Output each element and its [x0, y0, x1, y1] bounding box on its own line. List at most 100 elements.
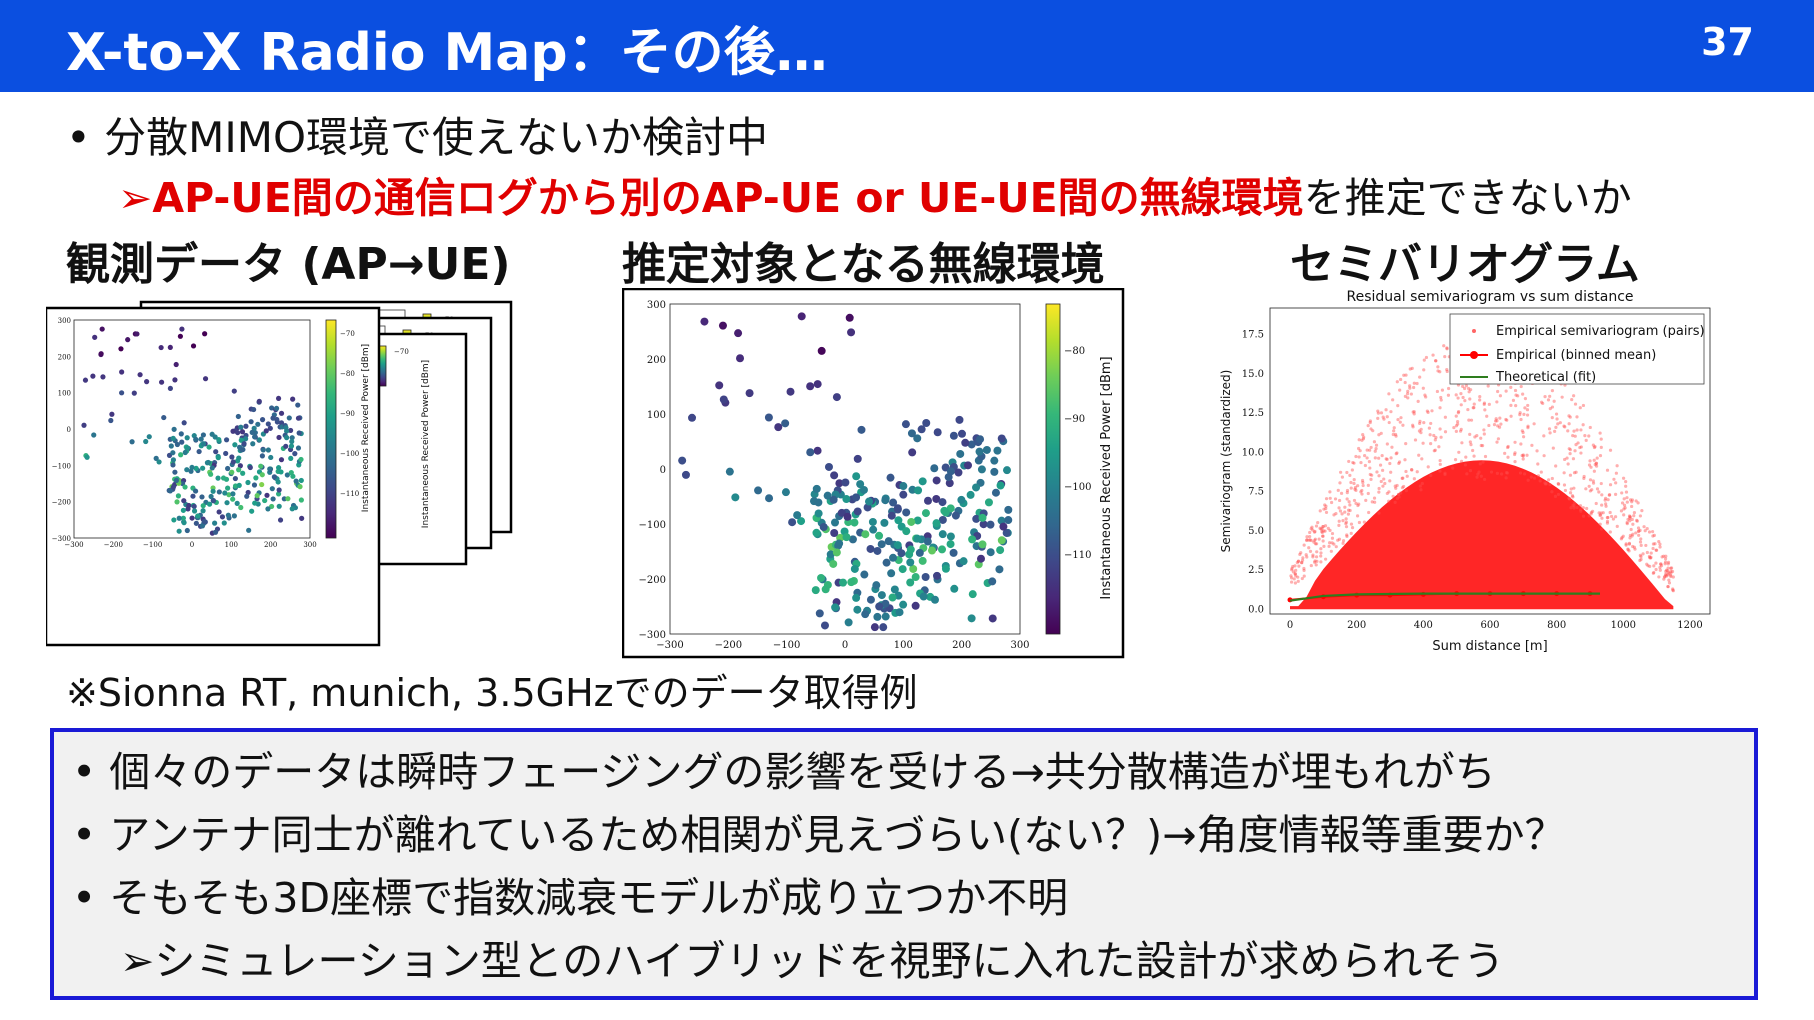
pair-point	[1318, 509, 1322, 513]
data-point	[832, 548, 841, 557]
pair-point	[1337, 506, 1341, 510]
pair-point	[1366, 483, 1370, 487]
pair-point	[1572, 486, 1576, 490]
pair-point	[1556, 482, 1561, 486]
data-point	[861, 530, 870, 539]
data-source-note: ※Sionna RT, munich, 3.5GHzでのデータ取得例	[66, 671, 918, 715]
pair-point	[1343, 505, 1347, 509]
pair-point	[1504, 471, 1509, 475]
x-tick-label: 300	[1010, 640, 1029, 651]
colorbar-tick-label: −70	[340, 330, 355, 338]
pair-point	[1637, 533, 1641, 537]
pair-point	[1496, 389, 1500, 394]
pair-point	[1556, 422, 1560, 426]
data-point	[700, 317, 709, 326]
pair-point	[1584, 487, 1588, 491]
data-point	[826, 550, 835, 559]
pair-point	[1312, 540, 1316, 544]
colorbar-tick-label: −110	[340, 490, 359, 498]
pair-point	[1445, 346, 1449, 350]
data-point	[225, 512, 231, 518]
data-point	[212, 529, 219, 535]
pair-point	[1662, 554, 1666, 558]
data-point	[223, 450, 229, 457]
data-point	[241, 441, 247, 447]
pair-point	[1569, 506, 1573, 510]
data-point	[91, 432, 97, 438]
pair-point	[1380, 453, 1384, 458]
data-point	[806, 448, 815, 457]
data-point	[219, 514, 226, 520]
pair-point	[1408, 386, 1412, 390]
pair-point	[1638, 553, 1642, 557]
pair-point	[1585, 506, 1589, 511]
pair-point	[1630, 504, 1634, 509]
pair-point	[1392, 426, 1396, 430]
pair-point	[1496, 424, 1500, 428]
pair-point	[1579, 445, 1583, 449]
pair-point	[1384, 457, 1388, 461]
pair-point	[1595, 456, 1599, 460]
colorbar-tick-label: −100	[1064, 482, 1091, 493]
pair-point	[1366, 424, 1370, 428]
pair-point	[1513, 452, 1517, 457]
pair-point	[1623, 506, 1627, 510]
data-point	[870, 623, 879, 632]
pair-point	[1353, 485, 1358, 490]
data-point	[906, 578, 915, 587]
pair-point	[1328, 496, 1332, 500]
y-tick-label: −200	[52, 499, 71, 507]
pair-point	[1666, 585, 1670, 589]
data-point	[880, 518, 889, 527]
data-point	[206, 501, 213, 507]
data-point	[996, 481, 1005, 490]
pair-point	[1654, 548, 1659, 552]
data-point	[887, 569, 896, 578]
data-point	[869, 525, 878, 534]
x-tick-label: 800	[1547, 620, 1566, 631]
data-point	[247, 464, 253, 471]
pair-point	[1652, 533, 1656, 537]
pair-point	[1402, 373, 1406, 377]
pair-point	[1372, 496, 1377, 500]
pair-point	[1579, 509, 1583, 513]
pair-point	[1362, 520, 1366, 524]
bullet-dot: •	[72, 874, 97, 922]
x-tick-label: 0	[842, 640, 848, 651]
data-point	[258, 463, 264, 469]
data-point	[718, 321, 727, 330]
pair-point	[1323, 503, 1327, 507]
data-point	[932, 476, 941, 485]
pair-point	[1518, 471, 1523, 475]
pair-point	[1344, 517, 1348, 521]
pair-point	[1389, 470, 1393, 474]
pair-point	[1551, 446, 1555, 450]
colorbar-tick-label: −80	[340, 370, 355, 378]
data-point	[873, 612, 882, 621]
pair-point	[1658, 565, 1662, 570]
x-tick-label: 1200	[1677, 620, 1702, 631]
data-point	[236, 455, 242, 461]
pair-point	[1445, 369, 1449, 374]
pair-point	[1622, 497, 1626, 501]
pair-point	[1624, 543, 1628, 547]
data-point	[841, 478, 850, 487]
pair-point	[1645, 550, 1649, 555]
data-point	[908, 448, 917, 457]
pair-point	[1314, 563, 1318, 567]
pair-point	[1563, 457, 1567, 462]
pair-point	[1666, 566, 1670, 570]
data-point	[202, 376, 209, 382]
data-point	[879, 623, 888, 632]
pair-point	[1630, 517, 1634, 522]
pair-point	[1599, 527, 1604, 531]
colorbar-tick-label: −100	[340, 450, 359, 458]
data-point	[745, 389, 754, 398]
pair-point	[1458, 429, 1463, 433]
data-point	[899, 600, 908, 609]
data-point	[234, 500, 240, 506]
data-point	[968, 590, 977, 599]
pair-point	[1337, 537, 1342, 541]
data-point	[915, 548, 924, 557]
data-point	[119, 390, 125, 396]
